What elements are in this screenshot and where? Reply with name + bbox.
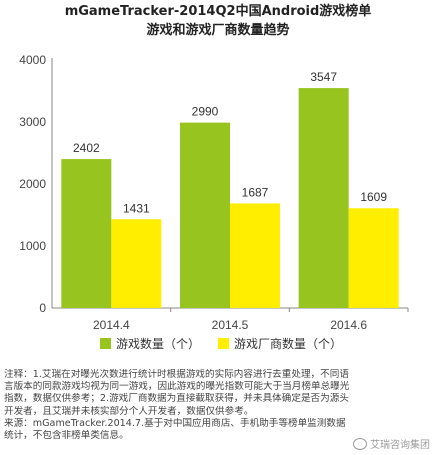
- data-label: 2402: [73, 141, 100, 155]
- source-line: 统计，不包含非榜单类信息。: [4, 430, 129, 442]
- chart-legend: 游戏数量（个） 游戏厂商数量（个）: [100, 336, 342, 351]
- legend-label: 游戏数量（个）: [116, 336, 200, 351]
- y-tick-label: 0: [39, 301, 46, 315]
- footnote-line: 指数，数据仅供参考；2.游戏厂商数据为直接截取获得，并未具体确定是否为源头: [4, 393, 349, 405]
- legend-swatch: [100, 338, 111, 349]
- x-tick-label: 2014.6: [330, 318, 367, 332]
- watermark-text: 艾瑞咨询集团: [370, 440, 430, 451]
- bar-chart: 0 1000 2000 3000 4000 2014.4 2014.5 2014.6 2402…: [19, 53, 409, 351]
- footnote-line: 开发者，且艾瑞并未核实部分个人开发者，数据仅供参考。: [4, 405, 254, 417]
- bar: [348, 208, 399, 308]
- y-tick-label: 3000: [19, 115, 46, 129]
- y-tick-label: 1000: [19, 239, 46, 253]
- footnotes: 注释：1.艾瑞在对曝光次数进行统计时根据游戏的实际内容进行去重处理，不同语 言版…: [4, 369, 432, 442]
- chart-bars: [61, 88, 399, 309]
- chart-subtitle: 游戏和游戏厂商数量趋势: [146, 23, 290, 38]
- footnote-line: 言版本的同款游戏均视为同一游戏，因此游戏的曝光指数可能大于当月榜单总曝光: [4, 381, 350, 393]
- legend-label: 游戏厂商数量（个）: [234, 336, 342, 351]
- bar: [111, 219, 162, 308]
- data-label: 3547: [310, 70, 337, 84]
- chart-data-labels: 2402 1431 2990 1687 3547 1609: [73, 70, 387, 215]
- y-tick-label: 2000: [19, 177, 46, 191]
- legend-swatch: [218, 338, 229, 349]
- x-tick-label: 2014.5: [212, 318, 249, 332]
- watermark: 艾瑞咨询集团: [353, 436, 430, 451]
- bar: [61, 159, 112, 308]
- data-label: 1431: [123, 201, 150, 215]
- data-label: 2990: [192, 105, 219, 119]
- source-line: 来源：mGameTracker.2014.7.基于对中国应用商店、手机助手等榜单…: [4, 417, 346, 429]
- data-label: 1609: [360, 190, 387, 204]
- y-tick-label: 4000: [19, 53, 46, 67]
- x-tick-label: 2014.4: [93, 318, 130, 332]
- chart-title: mGameTracker-2014Q2中国Android游戏榜单: [64, 4, 372, 19]
- bar: [230, 203, 280, 308]
- wechat-icon: [353, 437, 367, 450]
- bar: [180, 122, 230, 309]
- bar: [298, 88, 349, 308]
- footnote-line: 注释：1.艾瑞在对曝光次数进行统计时根据游戏的实际内容进行去重处理，不同语: [4, 369, 349, 380]
- data-label: 1687: [242, 185, 269, 199]
